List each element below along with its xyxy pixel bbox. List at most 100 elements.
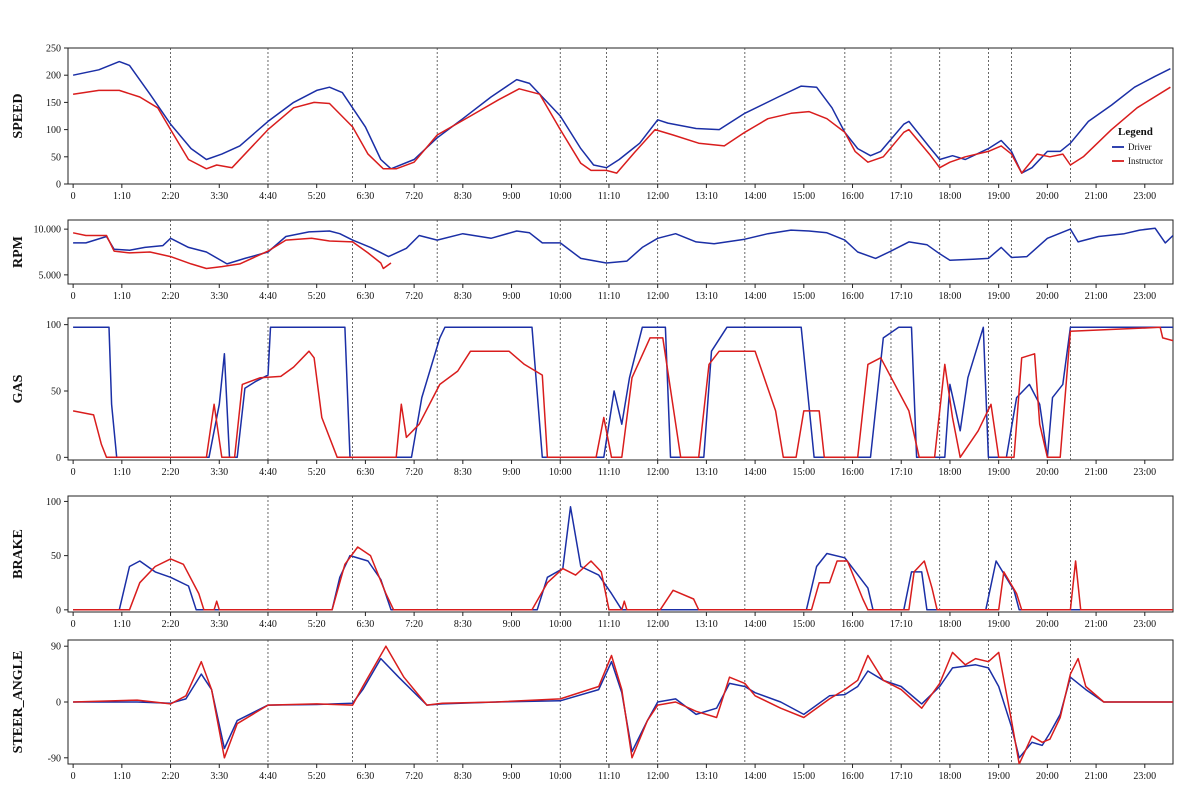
x-tick-label: 1:10 xyxy=(113,467,131,478)
x-tick-label: 5:20 xyxy=(308,771,326,782)
x-tick-label: 6:30 xyxy=(357,619,375,630)
x-tick-label: 7:20 xyxy=(405,467,423,478)
x-tick-label: 2:20 xyxy=(162,191,180,202)
x-tick-label: 13:10 xyxy=(695,771,718,782)
x-tick-label: 9:00 xyxy=(503,467,521,478)
x-tick-label: 0 xyxy=(71,771,76,782)
legend: Legend Driver Instructor xyxy=(1112,126,1163,166)
x-tick-label: 8:30 xyxy=(454,291,472,302)
x-tick-label: 1:10 xyxy=(113,291,131,302)
x-tick-label: 16:00 xyxy=(841,619,864,630)
x-tick-label: 10:00 xyxy=(549,191,572,202)
panel-rpm: 5.000 10.000 0 1:10 2:20 3:30 4:40 5:20 6:30 7:20… xyxy=(11,219,1174,302)
x-tick-label: 21:00 xyxy=(1085,619,1108,630)
series-line-instructor xyxy=(73,645,1173,764)
x-tick-label: 4:40 xyxy=(259,467,277,478)
x-tick-label: 1:10 xyxy=(113,191,131,202)
x-tick-label: 3:30 xyxy=(210,291,228,302)
x-tick-label: 18:00 xyxy=(939,467,962,478)
x-tick-label: 15:00 xyxy=(792,191,815,202)
series-line-driver xyxy=(72,60,1171,174)
series-line-driver xyxy=(73,227,1173,265)
x-tick-label: 14:00 xyxy=(744,771,767,782)
x-tick-label: 11:10 xyxy=(598,771,620,782)
x-tick-label: 16:00 xyxy=(841,291,864,302)
x-tick-label: 3:30 xyxy=(210,467,228,478)
x-tick-label: 16:00 xyxy=(841,771,864,782)
x-tick-label: 8:30 xyxy=(454,467,472,478)
x-tick-label: 10:00 xyxy=(549,467,572,478)
x-tick-label: 21:00 xyxy=(1085,191,1108,202)
x-tick-label: 13:10 xyxy=(695,619,718,630)
panel-frame xyxy=(67,495,1174,613)
x-tick-label: 14:00 xyxy=(744,619,767,630)
x-tick-label: 0 xyxy=(71,291,76,302)
x-tick-label: 16:00 xyxy=(841,191,864,202)
y-tick-label: 0 xyxy=(56,180,61,191)
x-tick-label: 2:20 xyxy=(162,291,180,302)
x-tick-label: 10:00 xyxy=(549,291,572,302)
x-tick-label: 14:00 xyxy=(744,191,767,202)
x-tick-label: 21:00 xyxy=(1085,291,1108,302)
x-tick-label: 7:20 xyxy=(405,619,423,630)
x-tick-label: 20:00 xyxy=(1036,771,1059,782)
y-axis-label: SPEED xyxy=(11,93,26,138)
x-tick-label: 9:00 xyxy=(503,191,521,202)
x-tick-label: 15:00 xyxy=(792,291,815,302)
y-tick-label: 0 xyxy=(56,698,61,709)
series-line-driver xyxy=(73,506,1173,611)
y-tick-label: 0 xyxy=(56,605,61,616)
x-tick-label: 6:30 xyxy=(357,467,375,478)
x-tick-label: 5:20 xyxy=(308,467,326,478)
x-tick-label: 11:10 xyxy=(598,619,620,630)
y-tick-label: 10.000 xyxy=(34,225,62,236)
series-line-instructor xyxy=(73,546,1173,611)
x-tick-label: 20:00 xyxy=(1036,467,1059,478)
x-tick-label: 4:40 xyxy=(259,619,277,630)
series-line-instructor xyxy=(72,86,1171,174)
x-tick-label: 18:00 xyxy=(939,619,962,630)
x-tick-label: 17:10 xyxy=(890,291,913,302)
x-tick-label: 7:20 xyxy=(405,771,423,782)
y-tick-label: 150 xyxy=(46,98,61,109)
panel-steer-angle: -90 0 90 0 1:10 2:20 3:30 4:40 5:20 6:30 7:20 8:30 9… xyxy=(11,639,1174,782)
x-tick-label: 6:30 xyxy=(357,771,375,782)
x-tick-label: 19:00 xyxy=(987,619,1010,630)
panel-speed: 0 50 100 150 200 250 0 1:10 2:20 3:30 4:40 5:20 6:30… xyxy=(11,44,1174,202)
x-tick-label: 2:20 xyxy=(162,467,180,478)
panel-frame xyxy=(67,219,1174,285)
y-tick-label: 200 xyxy=(46,71,61,82)
y-tick-label: 50 xyxy=(51,551,61,562)
x-tick-label: 20:00 xyxy=(1036,619,1059,630)
x-tick-label: 2:20 xyxy=(162,619,180,630)
y-tick-label: 250 xyxy=(46,44,61,55)
x-tick-label: 3:30 xyxy=(210,191,228,202)
x-tick-label: 20:00 xyxy=(1036,191,1059,202)
panel-frame xyxy=(67,317,1174,461)
x-tick-label: 23:00 xyxy=(1133,467,1156,478)
x-tick-label: 4:40 xyxy=(259,191,277,202)
x-tick-label: 21:00 xyxy=(1085,771,1108,782)
x-tick-label: 4:40 xyxy=(259,771,277,782)
x-tick-label: 5:20 xyxy=(308,619,326,630)
x-tick-label: 6:30 xyxy=(357,191,375,202)
y-axis-label: STEER_ANGLE xyxy=(11,651,26,754)
x-tick-label: 0 xyxy=(71,619,76,630)
x-tick-label: 17:10 xyxy=(890,771,913,782)
x-tick-label: 8:30 xyxy=(454,771,472,782)
legend-title: Legend xyxy=(1118,126,1153,138)
x-tick-label: 5:20 xyxy=(308,191,326,202)
x-tick-label: 16:00 xyxy=(841,467,864,478)
x-tick-label: 10:00 xyxy=(549,771,572,782)
x-tick-label: 19:00 xyxy=(987,191,1010,202)
x-tick-label: 18:00 xyxy=(939,191,962,202)
x-tick-label: 18:00 xyxy=(939,291,962,302)
x-tick-label: 13:10 xyxy=(695,467,718,478)
x-tick-label: 20:00 xyxy=(1036,291,1059,302)
x-tick-label: 11:10 xyxy=(598,191,620,202)
x-tick-label: 11:10 xyxy=(598,467,620,478)
x-tick-label: 17:10 xyxy=(890,619,913,630)
x-tick-label: 9:00 xyxy=(503,619,521,630)
panel-frame xyxy=(67,47,1174,185)
